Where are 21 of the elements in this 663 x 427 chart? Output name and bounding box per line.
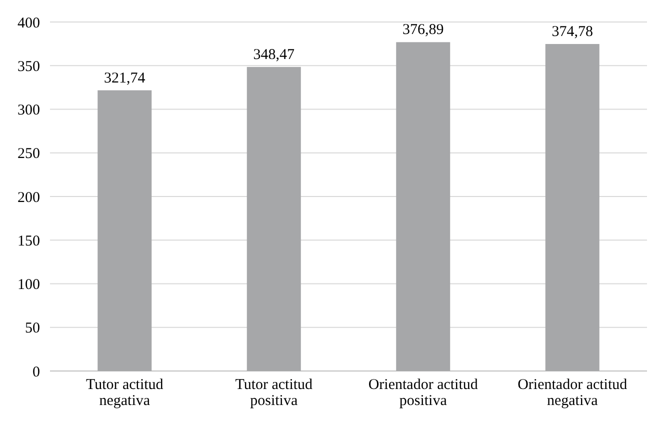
x-tick-label: Orientador actitud negativa	[518, 377, 628, 409]
x-tick-label: Tutor actitud positiva	[235, 377, 314, 409]
y-tick-label: 100	[18, 277, 40, 293]
bar	[545, 44, 600, 371]
y-tick-label: 0	[32, 364, 40, 380]
y-tick-label: 150	[18, 233, 40, 250]
data-label: 348,47	[253, 46, 295, 63]
data-label: 321,74	[104, 70, 146, 86]
y-tick-label: 350	[18, 58, 40, 75]
x-tick-label: Tutor actitud negativa	[86, 377, 164, 409]
bar	[246, 66, 301, 371]
y-tick-label: 200	[18, 190, 40, 206]
y-tick-label: 400	[18, 15, 40, 32]
y-tick-label: 300	[18, 102, 40, 118]
bar	[396, 42, 450, 371]
x-tick-label: Orientador actitud positiva	[368, 377, 478, 409]
y-tick-label: 250	[18, 146, 40, 162]
data-label: 374,78	[552, 24, 593, 40]
bar	[98, 90, 152, 371]
y-tick-label: 50	[25, 320, 40, 337]
data-label: 376,89	[402, 22, 444, 38]
